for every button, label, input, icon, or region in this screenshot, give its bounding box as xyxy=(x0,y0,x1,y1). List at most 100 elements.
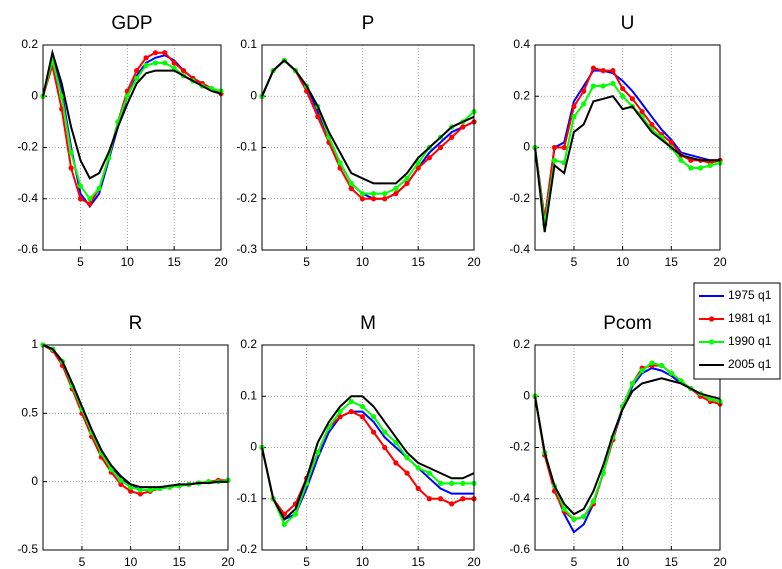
point-marker xyxy=(281,521,287,527)
y-tick-label: -0.4 xyxy=(509,242,530,256)
point-marker xyxy=(337,414,343,420)
point-marker xyxy=(370,196,377,202)
point-marker xyxy=(581,88,587,94)
point-marker xyxy=(137,487,143,493)
y-tick-label: -0.2 xyxy=(236,191,257,205)
x-tick-label: 10 xyxy=(121,255,135,269)
point-marker xyxy=(337,160,343,166)
y-tick-label: 0.5 xyxy=(21,406,38,420)
point-marker xyxy=(678,157,684,163)
subplot: -0.3 -0.2 -0.1 0 0.1 5 10 15 20 P xyxy=(236,13,481,269)
point-marker xyxy=(688,165,694,171)
x-tick-label: 5 xyxy=(571,555,578,569)
point-marker xyxy=(147,487,153,493)
y-tick-label: -0.2 xyxy=(236,542,257,556)
point-marker xyxy=(610,80,616,87)
axes-frame xyxy=(534,344,721,551)
y-tick-label: -0.2 xyxy=(509,440,530,454)
x-tick-label: 20 xyxy=(214,255,228,269)
point-marker xyxy=(137,491,143,497)
point-marker xyxy=(649,121,655,128)
point-marker xyxy=(118,477,124,483)
point-marker xyxy=(620,85,626,92)
point-marker xyxy=(382,196,388,202)
subplot-title: Pcom xyxy=(603,313,652,334)
series-line xyxy=(534,95,720,233)
point-marker xyxy=(393,439,399,445)
point-marker xyxy=(639,109,645,115)
subplot-title: U xyxy=(621,13,635,34)
point-marker xyxy=(348,409,354,415)
point-marker xyxy=(77,183,84,189)
point-marker xyxy=(348,180,354,186)
y-tick-label: 0.1 xyxy=(240,37,257,51)
x-tick-label: 15 xyxy=(665,555,679,569)
point-marker xyxy=(134,75,140,81)
x-tick-label: 10 xyxy=(124,555,138,569)
point-marker xyxy=(658,362,665,369)
point-marker xyxy=(143,62,149,69)
subplot: -0.6 -0.4 -0.2 0 0.2 5 10 15 20 Pcom xyxy=(509,313,727,569)
point-marker xyxy=(143,55,149,61)
y-tick-label: 0 xyxy=(523,388,530,402)
point-marker xyxy=(359,191,366,197)
point-marker xyxy=(668,370,674,376)
y-tick-label: 0 xyxy=(523,140,530,154)
x-tick-label: 20 xyxy=(467,255,481,269)
point-marker xyxy=(426,496,432,502)
point-marker xyxy=(639,368,645,374)
y-tick-label: 0.4 xyxy=(513,37,530,51)
point-marker xyxy=(162,50,168,56)
axes-frame xyxy=(42,344,229,551)
point-marker xyxy=(649,360,655,366)
point-marker xyxy=(460,496,466,502)
point-marker xyxy=(415,165,421,171)
point-marker xyxy=(87,201,93,207)
point-marker xyxy=(426,155,432,161)
y-tick-label: -0.4 xyxy=(509,491,530,505)
subplot-title: M xyxy=(360,313,376,334)
y-tick-label: -0.4 xyxy=(17,191,38,205)
point-marker xyxy=(382,444,388,451)
x-tick-label: 15 xyxy=(412,555,426,569)
point-marker xyxy=(460,480,466,486)
y-tick-label: 0 xyxy=(31,88,38,102)
y-tick-label: 0 xyxy=(31,474,38,488)
point-marker xyxy=(629,380,635,387)
x-tick-label: 15 xyxy=(173,555,187,569)
y-tick-label: -0.6 xyxy=(509,542,530,556)
point-marker xyxy=(590,65,597,71)
x-tick-label: 5 xyxy=(303,555,310,569)
point-marker xyxy=(581,101,587,107)
subplot: -0.500.515 10 15 20R xyxy=(17,313,235,569)
subplot: -0.2 -0.1 0 0.1 0.2 5 10 15 20 M xyxy=(236,313,481,569)
point-marker xyxy=(382,191,388,197)
legend-marker xyxy=(708,316,715,322)
point-marker xyxy=(359,403,366,410)
x-tick-label: 5 xyxy=(303,255,310,269)
legend-marker xyxy=(708,339,715,345)
point-marker xyxy=(68,150,74,156)
axes-frame xyxy=(42,44,222,251)
point-marker xyxy=(134,68,140,74)
point-marker xyxy=(620,93,626,99)
point-marker xyxy=(668,139,674,145)
point-marker xyxy=(629,96,635,102)
y-tick-label: 0.2 xyxy=(513,337,530,351)
subplot: -0.6 -0.4 -0.2 0 0.2 5 10 15 20 GDP xyxy=(17,13,228,269)
point-marker xyxy=(460,124,466,130)
series-line xyxy=(534,69,720,220)
point-marker xyxy=(315,450,321,456)
x-tick-label: 20 xyxy=(713,555,727,569)
y-tick-label: 0 xyxy=(250,440,257,454)
point-marker xyxy=(415,465,421,471)
point-marker xyxy=(404,180,410,186)
x-tick-label: 20 xyxy=(467,555,481,569)
point-marker xyxy=(697,165,704,171)
series-line xyxy=(42,48,222,180)
point-marker xyxy=(551,144,558,151)
y-tick-label: 1 xyxy=(31,337,38,351)
y-tick-label: 0.2 xyxy=(513,88,530,102)
point-marker xyxy=(128,488,134,494)
x-tick-label: 10 xyxy=(616,255,630,269)
